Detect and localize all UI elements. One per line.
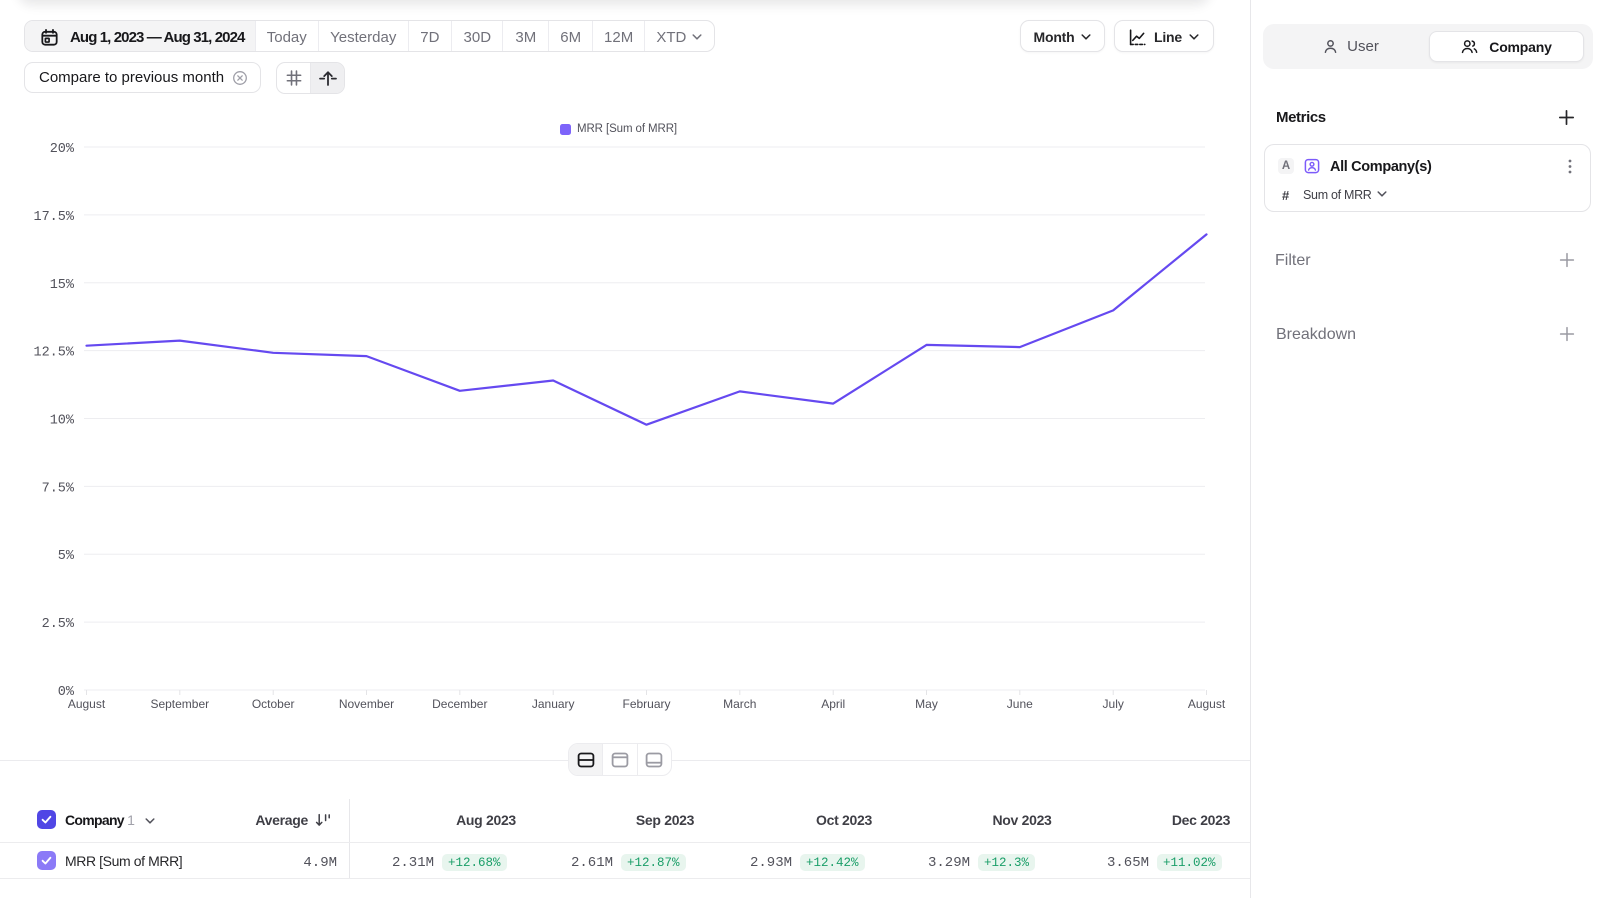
svg-text:October: October [252,697,295,711]
svg-text:12.5%: 12.5% [33,346,74,361]
svg-text:10%: 10% [50,414,75,429]
svg-text:February: February [622,697,670,711]
svg-text:15%: 15% [50,278,75,293]
svg-text:August: August [68,697,106,711]
svg-text:17.5%: 17.5% [33,210,74,225]
svg-text:20%: 20% [50,142,75,157]
svg-text:2.5%: 2.5% [42,617,75,632]
svg-text:April: April [821,697,845,711]
svg-text:August: August [1188,697,1226,711]
svg-text:May: May [915,697,938,711]
svg-text:5%: 5% [58,549,75,564]
svg-text:March: March [723,697,756,711]
svg-text:0%: 0% [58,685,75,700]
svg-text:December: December [432,697,487,711]
svg-text:September: September [150,697,209,711]
svg-text:7.5%: 7.5% [42,481,75,496]
svg-text:June: June [1007,697,1033,711]
svg-text:November: November [339,697,394,711]
svg-text:July: July [1103,697,1124,711]
svg-text:January: January [532,697,575,711]
